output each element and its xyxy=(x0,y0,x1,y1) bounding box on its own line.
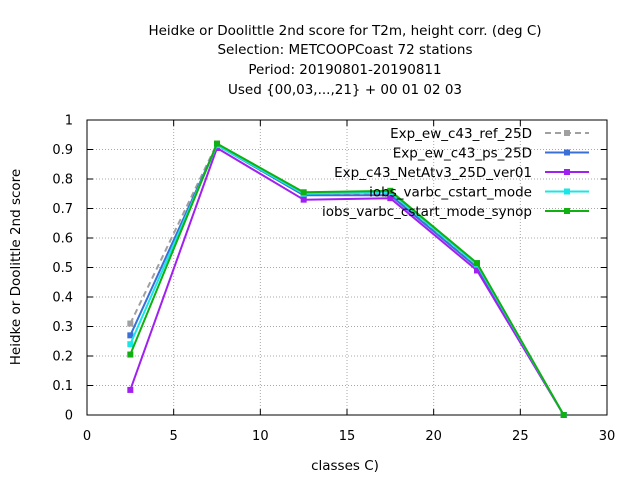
y-tick-label: 0.3 xyxy=(52,320,73,335)
title-line-2: Selection: METCOOPCoast 72 stations xyxy=(217,42,472,58)
series-group xyxy=(127,140,567,418)
data-point xyxy=(127,341,134,348)
legend-marker xyxy=(564,149,570,156)
legend-label: iobs_varbc_cstart_mode_synop xyxy=(322,204,532,220)
series-line xyxy=(129,147,565,416)
y-tick-label: 0.5 xyxy=(52,261,73,276)
y-tick-label: 1 xyxy=(65,114,73,129)
y-tick-label: 0.2 xyxy=(52,350,73,365)
legend: Exp_ew_c43_ref_25D Exp_ew_c43_ps_25D Exp_c… xyxy=(322,126,589,220)
data-point xyxy=(387,195,394,202)
y-tick-label: 0.8 xyxy=(52,173,73,188)
y-tick-label: 0.1 xyxy=(52,379,73,394)
legend-marker xyxy=(564,208,570,214)
x-axis-label: classes C) xyxy=(311,458,379,474)
legend-label: iobs_varbc_cstart_mode xyxy=(369,185,532,201)
y-tick-label: 0.9 xyxy=(52,143,73,158)
legend-label: Exp_ew_c43_ref_25D xyxy=(390,126,532,142)
title-line-4: Used {00,03,...,21} + 00 01 02 03 xyxy=(228,82,462,98)
y-axis-label: Heidke or Doolittle 2nd score xyxy=(8,169,24,365)
axis-ticks: 0 5 10 15 20 25 30 0 0.1 0.2 0.3 0.4 0.5 0.6 0.7 0.8 0.9… xyxy=(52,114,615,445)
x-tick-label: 0 xyxy=(83,429,91,444)
data-point xyxy=(127,386,134,393)
legend-label: Exp_c43_NetAtv3_25D_ver01 xyxy=(334,165,532,181)
y-tick-label: 0.4 xyxy=(52,291,73,306)
y-tick-label: 0 xyxy=(65,409,73,424)
x-tick-label: 20 xyxy=(425,429,442,444)
x-tick-label: 25 xyxy=(512,429,529,444)
legend-marker xyxy=(564,169,570,175)
data-point xyxy=(127,320,134,327)
title-line-3: Period: 20190801-20190811 xyxy=(248,62,441,78)
legend-item-5: iobs_varbc_cstart_mode_synop xyxy=(322,204,589,220)
x-tick-label: 10 xyxy=(252,429,269,444)
legend-item-4: iobs_varbc_cstart_mode xyxy=(369,185,589,201)
x-tick-label: 5 xyxy=(170,429,178,444)
data-point xyxy=(127,332,134,339)
data-point xyxy=(214,140,220,147)
title-line-1: Heidke or Doolittle 2nd score for T2m, h… xyxy=(148,23,541,39)
legend-item-2: Exp_ew_c43_ps_25D xyxy=(393,146,589,162)
x-tick-label: 15 xyxy=(339,429,356,444)
data-point xyxy=(300,189,307,196)
data-point xyxy=(474,260,480,267)
legend-marker xyxy=(564,188,570,195)
y-tick-label: 0.6 xyxy=(52,232,73,247)
data-point xyxy=(474,267,480,274)
chart-title: Heidke or Doolittle 2nd score for T2m, h… xyxy=(148,23,541,98)
legend-marker xyxy=(564,130,570,136)
legend-item-1: Exp_ew_c43_ref_25D xyxy=(390,126,589,142)
y-tick-label: 0.7 xyxy=(52,202,73,217)
series-line xyxy=(129,142,565,416)
x-tick-label: 30 xyxy=(599,429,616,444)
series-5 xyxy=(127,140,567,418)
data-point xyxy=(300,196,307,203)
legend-item-3: Exp_c43_NetAtv3_25D_ver01 xyxy=(334,165,589,181)
data-point xyxy=(127,351,134,358)
legend-label: Exp_ew_c43_ps_25D xyxy=(393,146,532,162)
data-point xyxy=(560,412,567,418)
data-point xyxy=(387,187,394,194)
